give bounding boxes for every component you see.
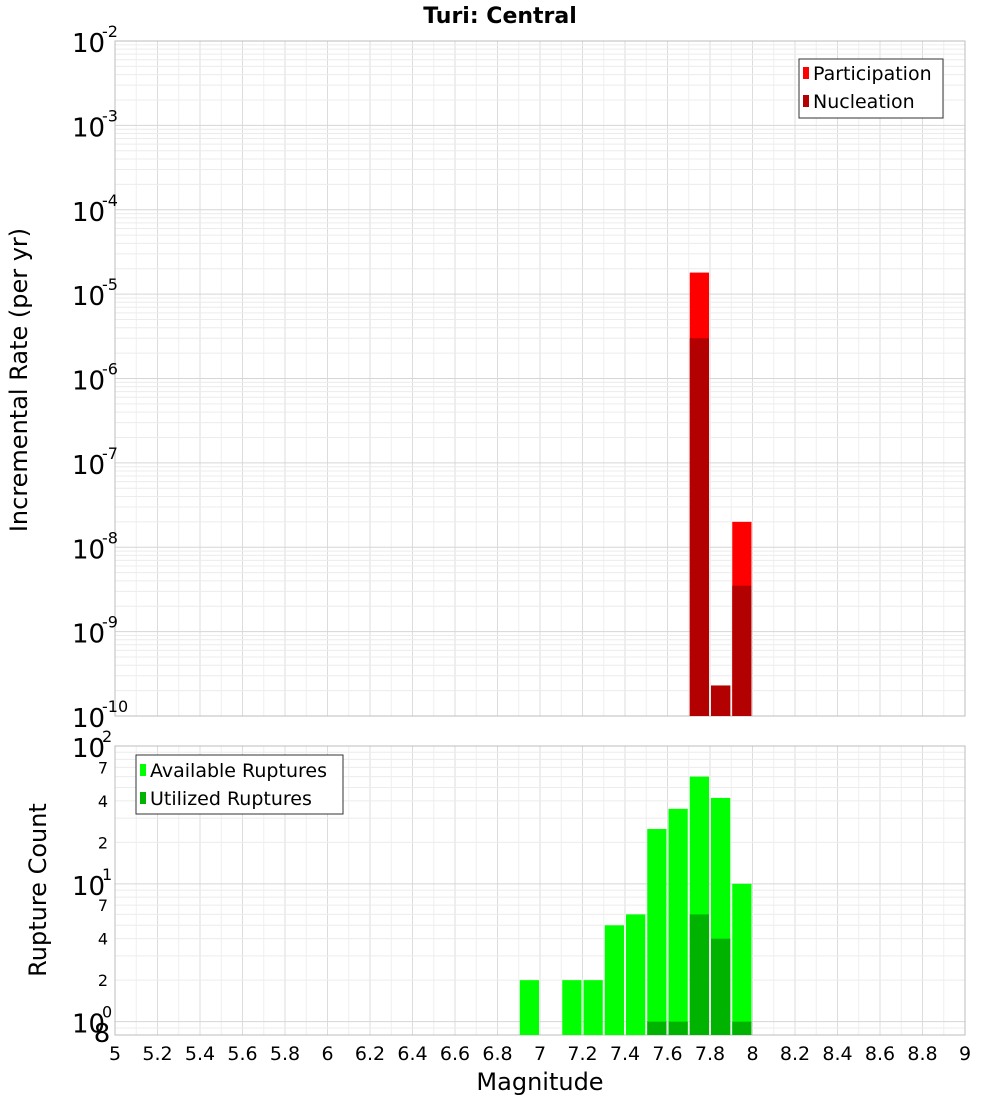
top-y-tick-exp-5: -5 — [102, 275, 118, 294]
x-tick-1: 5.2 — [142, 1043, 172, 1065]
legend-label-participation: Participation — [813, 63, 932, 85]
top-y-tick-base-1: 10 — [72, 620, 105, 650]
top-y-tick-exp-2: -8 — [102, 528, 118, 547]
x-tick-12: 7.4 — [610, 1043, 640, 1065]
x-tick-2: 5.4 — [185, 1043, 215, 1065]
x-axis-title: Magnitude — [476, 1068, 603, 1096]
top-y-tick-exp-6: -4 — [102, 191, 118, 210]
x-tick-3: 5.6 — [227, 1043, 257, 1065]
top-y-tick-base-7: 10 — [72, 113, 105, 143]
legend-swatch-utilized — [140, 792, 146, 804]
top-plot-frame — [114, 40, 966, 717]
bottom-bar-0-9 — [732, 883, 752, 1035]
x-tick-0: 5 — [109, 1043, 121, 1065]
x-tick-11: 7.2 — [567, 1043, 597, 1065]
bottom-grid — [114, 746, 966, 1036]
top-y-tick-exp-8: -2 — [102, 22, 118, 41]
top-grid — [114, 41, 966, 717]
x-tick-17: 8.4 — [822, 1043, 852, 1065]
legend-swatch-nucleation — [803, 95, 809, 107]
bottom-legend: Available Ruptures Utilized Ruptures — [135, 754, 344, 815]
bottom-y-axis-title: Rupture Count — [24, 803, 52, 977]
top-y-tick-exp-1: -9 — [102, 613, 118, 632]
bottom-bar-1-0 — [647, 1021, 667, 1035]
x-tick-9: 6.8 — [482, 1043, 512, 1065]
bottom-y-tick-exp-0: 0 — [102, 1003, 112, 1022]
x-tick-4: 5.8 — [270, 1043, 300, 1065]
bottom-plot-frame — [114, 745, 966, 1036]
bottom-y-minor-tick-1: 2 — [98, 971, 108, 990]
x-tick-15: 8 — [746, 1043, 758, 1065]
top-legend: Participation Nucleation — [798, 58, 944, 119]
top-y-tick-base-8: 10 — [72, 29, 105, 59]
legend-label-utilized: Utilized Ruptures — [150, 788, 312, 810]
top-bar-1-0 — [689, 338, 709, 716]
legend-swatch-available — [140, 764, 146, 776]
top-y-axis-title: Incremental Rate (per yr) — [5, 228, 33, 532]
bottom-y-minor-tick-0: 8 — [94, 1019, 111, 1049]
x-tick-10: 7 — [534, 1043, 546, 1065]
x-tick-14: 7.8 — [695, 1043, 725, 1065]
bottom-y-tick-base-1: 10 — [72, 872, 105, 902]
bottom-bars — [519, 776, 752, 1035]
bottom-bar-0-4 — [626, 914, 646, 1035]
bottom-bar-0-3 — [604, 925, 624, 1035]
top-y-tick-exp-3: -7 — [102, 444, 118, 463]
bottom-bar-1-4 — [732, 1021, 752, 1035]
legend-label-available: Available Ruptures — [150, 760, 327, 782]
x-tick-13: 7.6 — [652, 1043, 682, 1065]
x-tick-16: 8.2 — [780, 1043, 810, 1065]
top-y-tick-exp-4: -6 — [102, 360, 118, 379]
bottom-y-minor-tick-2: 4 — [98, 930, 108, 949]
chart-title: Turi: Central — [423, 4, 577, 29]
x-tick-19: 8.8 — [907, 1043, 937, 1065]
bottom-y-tick-base-0: 10 — [72, 1010, 105, 1040]
bottom-bar-0-6 — [668, 808, 688, 1035]
x-tick-18: 8.6 — [865, 1043, 895, 1065]
bottom-y-minor-tick-5: 4 — [98, 792, 108, 811]
top-y-tick-base-4: 10 — [72, 367, 105, 397]
bottom-y-tick-exp-1: 1 — [102, 865, 112, 884]
bottom-y-minor-tick-4: 2 — [98, 833, 108, 852]
top-y-tick-base-5: 10 — [72, 282, 105, 312]
bottom-y-tick-base-2: 10 — [72, 734, 105, 764]
top-y-tick-base-6: 10 — [72, 198, 105, 228]
top-y-tick-exp-0: -10 — [102, 697, 128, 716]
top-y-tick-base-2: 10 — [72, 535, 105, 565]
top-bars — [689, 272, 752, 716]
bottom-bar-1-3 — [711, 938, 731, 1035]
legend-label-nucleation: Nucleation — [813, 91, 915, 113]
legend-swatch-participation — [803, 67, 809, 79]
x-tick-5: 6 — [321, 1043, 333, 1065]
bottom-y-minor-tick-6: 7 — [98, 758, 108, 777]
x-tick-6: 6.2 — [355, 1043, 385, 1065]
bottom-bar-0-5 — [647, 828, 667, 1035]
bottom-bar-0-1 — [562, 980, 582, 1035]
top-y-tick-base-0: 10 — [72, 704, 105, 734]
bottom-bar-0-2 — [583, 980, 603, 1035]
x-ticks: 5 5.2 5.4 5.6 5.8 6 6.2 6.4 6.6 6.8 7 7.2 7.4 7.6 7.8 8… — [109, 1043, 971, 1065]
x-tick-7: 6.4 — [397, 1043, 427, 1065]
top-bar-1-1 — [711, 685, 731, 716]
top-bar-1-2 — [732, 585, 752, 716]
bottom-y-minor-tick-3: 7 — [98, 896, 108, 915]
x-tick-8: 6.6 — [440, 1043, 470, 1065]
bottom-bar-0-0 — [519, 980, 539, 1035]
x-tick-20: 9 — [959, 1043, 971, 1065]
bottom-bar-1-1 — [668, 1021, 688, 1035]
top-y-tick-exp-7: -3 — [102, 106, 118, 125]
top-y-tick-base-3: 10 — [72, 451, 105, 481]
bottom-bar-1-2 — [689, 914, 709, 1035]
bottom-y-tick-exp-2: 2 — [102, 727, 112, 746]
